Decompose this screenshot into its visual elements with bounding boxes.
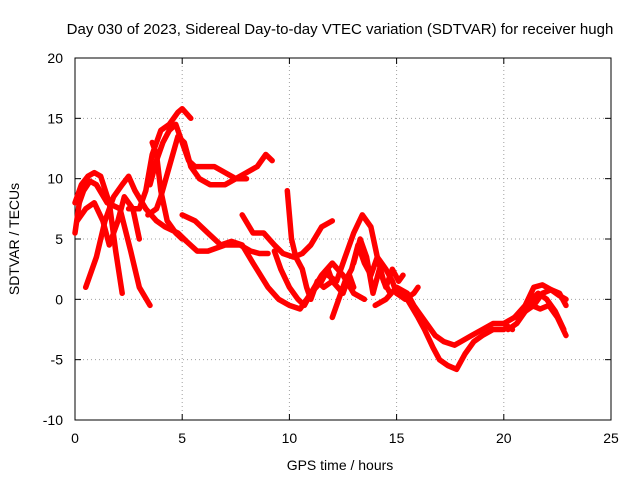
series-track-20 [511, 302, 569, 339]
y-tick-label: 20 [47, 50, 63, 66]
x-tick-label: 10 [282, 430, 298, 446]
series-track-17 [393, 290, 507, 373]
y-tick-label: 10 [47, 171, 63, 187]
y-tick-label: 15 [47, 110, 63, 126]
x-tick-label: 5 [178, 430, 186, 446]
series-track-3 [74, 194, 143, 248]
grid [75, 58, 611, 420]
x-tick-label: 20 [496, 430, 512, 446]
series-track-21 [522, 286, 569, 315]
series-track-16 [372, 284, 516, 348]
series-track-1 [72, 169, 125, 297]
x-tick-label: 0 [71, 430, 79, 446]
y-axis-label: SDTVAR / TECUs [6, 183, 22, 295]
x-axis-label: GPS time / hours [287, 457, 394, 473]
series-track-8 [149, 139, 185, 242]
series-track-10 [239, 212, 336, 260]
series-track-6 [147, 121, 275, 188]
x-tick-label: 15 [389, 430, 405, 446]
y-tick-label: 0 [55, 291, 63, 307]
chart-title: Day 030 of 2023, Sidereal Day-to-day VTE… [67, 21, 614, 38]
series-track-2 [72, 178, 153, 309]
data-series [72, 105, 569, 373]
series-track-15 [350, 236, 406, 297]
y-tick-label: -10 [43, 412, 63, 428]
y-tick-labels: -10 -5 0 5 10 15 20 [43, 50, 63, 428]
y-tick-label: -5 [51, 352, 64, 368]
x-tick-labels: 0 5 10 15 20 25 [71, 430, 619, 446]
series-track-5 [125, 105, 194, 212]
x-tick-label: 25 [603, 430, 619, 446]
axis-ticks [74, 57, 612, 421]
y-tick-label: 5 [55, 231, 63, 247]
